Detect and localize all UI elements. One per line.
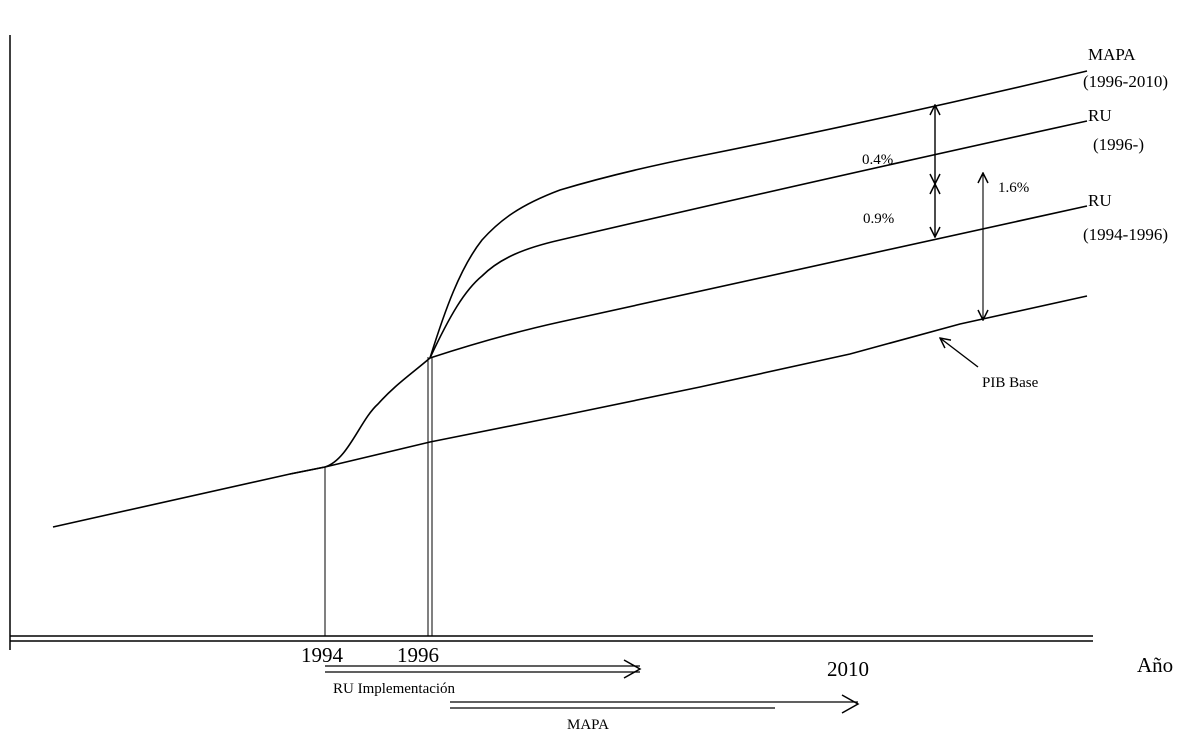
period-label-ru-implementacion: RU Implementación	[333, 681, 456, 697]
period-label-mapa: MAPA	[567, 717, 609, 733]
gap-label-0-4: 0.4%	[862, 152, 893, 168]
x-axis	[10, 635, 1093, 642]
series-label-mapa-line2: (1996-2010)	[1083, 72, 1168, 91]
x-axis-label: Año	[1137, 653, 1173, 677]
series-line-pib-base	[52, 295, 1088, 528]
gap-label-0-9: 0.9%	[863, 211, 894, 227]
series-label-ru-1996-line1: RU	[1088, 106, 1112, 125]
series-line-ru-1996	[429, 120, 1088, 359]
tick-label-1996: 1996	[397, 643, 439, 667]
series-label-pib-base: PIB Base	[982, 375, 1039, 391]
series-label-ru-1994-1996-line1: RU	[1088, 191, 1112, 210]
pib-base-pointer-arrow	[940, 338, 979, 368]
tick-label-1994: 1994	[301, 643, 344, 667]
series-line-ru-1994-1996	[289, 205, 1088, 475]
series-label-ru-1996-line2: (1996-)	[1093, 135, 1144, 154]
gap-label-1-6: 1.6%	[998, 180, 1029, 196]
series-line-mapa	[429, 70, 1088, 359]
period-arrow-mapa-head	[841, 694, 860, 714]
tick-label-2010: 2010	[827, 657, 869, 681]
period-arrow-ru-head	[623, 659, 642, 679]
series-label-mapa-line1: MAPA	[1088, 45, 1136, 64]
series-label-ru-1994-1996-line2: (1994-1996)	[1083, 225, 1168, 244]
